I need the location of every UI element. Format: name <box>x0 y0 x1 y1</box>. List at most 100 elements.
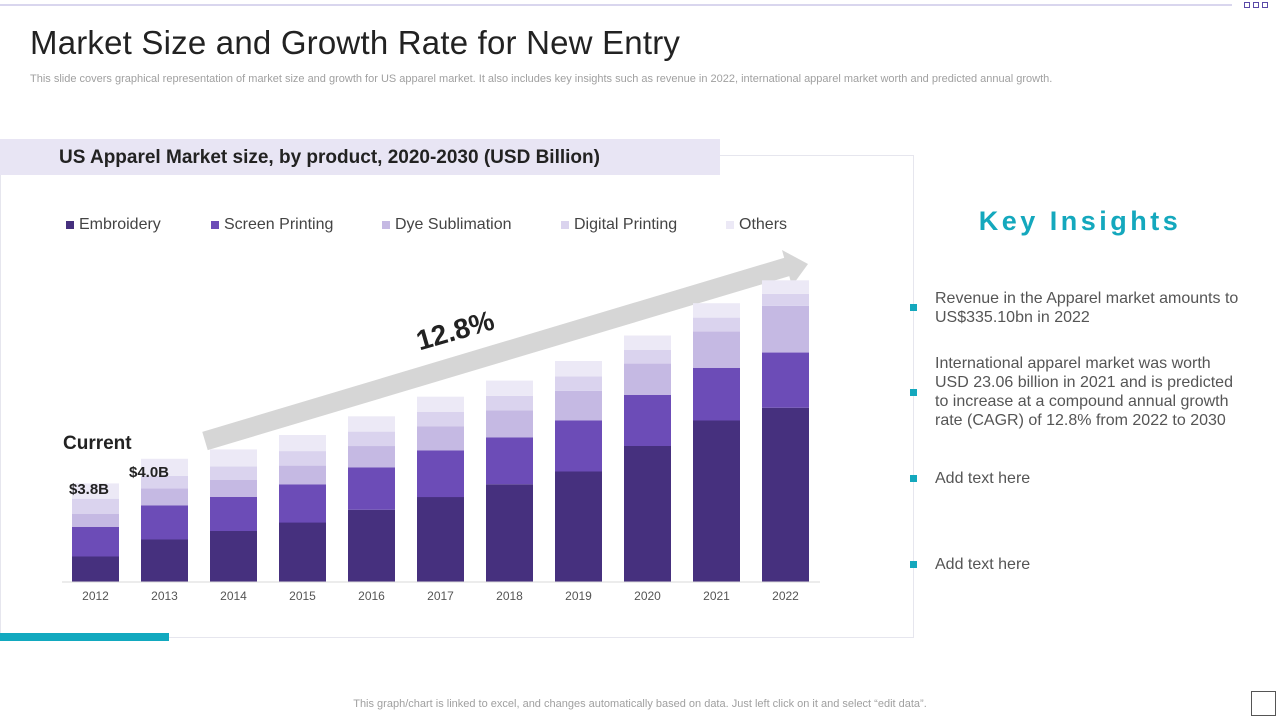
bar-2013-digital-printing <box>141 475 188 489</box>
x-tick-label-2019: 2019 <box>565 589 592 603</box>
x-tick-label-2017: 2017 <box>427 589 454 603</box>
legend-item-digital-printing: Digital Printing <box>561 216 677 234</box>
bar-2017-screen-printing <box>417 450 464 498</box>
x-axis-ticks: 2012 2013 2014 2015 2016 2017 2018 2019 2020 2021… <box>82 589 799 603</box>
legend-swatch-embroidery <box>66 221 74 229</box>
bar-2014-embroidery <box>210 531 257 582</box>
bullet-square-icon <box>910 389 917 396</box>
legend-item-screen-printing: Screen Printing <box>211 216 333 234</box>
bar-2014-dye-sublimation <box>210 480 257 497</box>
chart-title: US Apparel Market size, by product, 2020… <box>59 147 600 168</box>
bar-2022-screen-printing <box>762 352 809 408</box>
legend-swatch-digital-printing <box>561 221 569 229</box>
x-tick-label-2013: 2013 <box>151 589 178 603</box>
bar-2013-embroidery <box>141 539 188 582</box>
bullet-square-icon <box>910 475 917 482</box>
legend-label: Embroidery <box>79 216 161 233</box>
bar-2022-digital-printing <box>762 293 809 306</box>
legend-label: Screen Printing <box>224 216 334 233</box>
bar-2021-digital-printing <box>693 317 740 332</box>
legend-item-embroidery: Embroidery <box>66 216 161 234</box>
bar-2018-digital-printing <box>486 395 533 411</box>
bar-2017-digital-printing <box>417 412 464 427</box>
accent-bar <box>0 633 169 641</box>
bar-2019-embroidery <box>555 471 602 582</box>
bar-2014-screen-printing <box>210 497 257 531</box>
growth-arrow <box>202 250 808 451</box>
corner-square-icon <box>1244 2 1250 8</box>
legend-label: Dye Sublimation <box>395 216 512 233</box>
legend-swatch-screen-printing <box>211 221 219 229</box>
x-tick-label-2021: 2021 <box>703 589 730 603</box>
bar-2019-others <box>555 361 602 377</box>
bullet-square-icon <box>910 304 917 311</box>
bar-2013-dye-sublimation <box>141 488 188 506</box>
bar-2015-embroidery <box>279 522 326 582</box>
bar-2021-screen-printing <box>693 367 740 421</box>
top-divider-line <box>0 4 1232 6</box>
bar-2018-dye-sublimation <box>486 410 533 438</box>
bar-2012-embroidery <box>72 556 119 582</box>
bar-2019-dye-sublimation <box>555 390 602 421</box>
growth-arrow-head <box>782 250 808 286</box>
chart-title-band <box>0 139 720 175</box>
growth-arrow-shaft <box>202 256 793 451</box>
bar-2018-embroidery <box>486 484 533 582</box>
bars-group <box>72 280 809 583</box>
insight-text: Add text here <box>935 556 1031 573</box>
bar-2016-digital-printing <box>348 431 395 447</box>
insight-text: International apparel market was worth U… <box>935 355 1233 429</box>
bar-2015-digital-printing <box>279 451 326 466</box>
corner-decoration <box>1244 2 1268 8</box>
bar-2020-screen-printing <box>624 395 671 446</box>
slide-title: Market Size and Growth Rate for New Entr… <box>30 24 681 61</box>
bar-2022-dye-sublimation <box>762 305 809 353</box>
bar-2018-others <box>486 380 533 396</box>
bar-2020-digital-printing <box>624 349 671 364</box>
bar-2016-others <box>348 416 395 432</box>
bar-2015-others <box>279 435 326 452</box>
bar-2017-others <box>417 396 464 412</box>
x-tick-label-2020: 2020 <box>634 589 661 603</box>
legend-swatch-dye-sublimation <box>382 221 390 229</box>
data-label-2013: $4.0B <box>129 464 169 481</box>
slide-number-box <box>1251 691 1276 716</box>
bar-2016-embroidery <box>348 509 395 583</box>
legend-label: Digital Printing <box>574 216 678 233</box>
bar-2012-dye-sublimation <box>72 514 119 527</box>
bar-2016-dye-sublimation <box>348 446 395 468</box>
bar-2019-screen-printing <box>555 420 602 472</box>
bar-2015-screen-printing <box>279 484 326 523</box>
bar-2021-others <box>693 303 740 318</box>
bar-2021-embroidery <box>693 420 740 582</box>
x-tick-label-2015: 2015 <box>289 589 316 603</box>
bar-2017-dye-sublimation <box>417 426 464 451</box>
bar-2021-dye-sublimation <box>693 331 740 368</box>
legend-label: Others <box>739 216 788 233</box>
corner-square-icon <box>1262 2 1268 8</box>
insight-text: Add text here <box>935 470 1031 487</box>
bar-2020-others <box>624 335 671 350</box>
bar-2018-screen-printing <box>486 437 533 485</box>
bar-2014-digital-printing <box>210 466 257 480</box>
insight-text: Revenue in the Apparel market amounts to… <box>935 290 1239 326</box>
bar-2020-dye-sublimation <box>624 363 671 395</box>
current-label: Current <box>63 433 132 454</box>
bar-2012-digital-printing <box>72 498 119 514</box>
bar-2013-others <box>141 458 188 476</box>
x-tick-label-2014: 2014 <box>220 589 247 603</box>
slide-subtitle: This slide covers graphical representati… <box>30 73 1053 85</box>
legend-item-others: Others <box>726 216 787 234</box>
x-tick-label-2012: 2012 <box>82 589 109 603</box>
footer-note: This graph/chart is linked to excel, and… <box>353 698 927 710</box>
x-tick-label-2018: 2018 <box>496 589 523 603</box>
bar-2014-others <box>210 449 257 467</box>
bar-2013-screen-printing <box>141 505 188 540</box>
bar-2017-embroidery <box>417 497 464 582</box>
bar-2012-screen-printing <box>72 526 119 557</box>
legend-swatch-others <box>726 221 734 229</box>
x-tick-label-2022: 2022 <box>772 589 799 603</box>
data-label-2012: $3.8B <box>69 481 109 498</box>
bar-2012-others <box>72 483 119 499</box>
